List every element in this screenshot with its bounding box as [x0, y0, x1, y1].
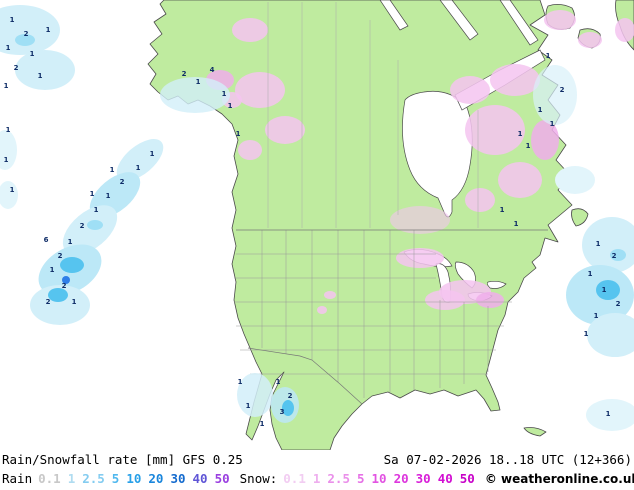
precip-value: 1	[518, 130, 523, 138]
precip-value: 1	[546, 52, 551, 60]
precip-value: 1	[10, 186, 15, 194]
precip-value: 2	[62, 282, 67, 290]
us-state-borders-vertical	[261, 230, 489, 398]
precip-value: 2	[120, 178, 125, 186]
snow-scale-value: 1	[312, 471, 321, 486]
rain-scale-value: 0.1	[38, 471, 61, 486]
precip-value: 2	[24, 30, 29, 38]
precip-value: 2	[288, 392, 293, 400]
snow-label: Snow:	[239, 471, 278, 486]
precip-value: 1	[4, 82, 9, 90]
precip-value: 1	[594, 312, 599, 320]
precip-value: 4	[210, 66, 215, 74]
lake-ontario	[486, 280, 507, 289]
precip-value: 1	[514, 220, 519, 228]
precip-value: 1	[38, 72, 43, 80]
precip-value: 2	[58, 252, 63, 260]
precip-value: 3	[280, 408, 285, 416]
precip-value: 1	[602, 286, 607, 294]
precip-value: 1	[500, 206, 505, 214]
precip-value: 1	[238, 378, 243, 386]
arctic-channel-3	[499, 0, 539, 46]
precip-value: 1	[276, 378, 281, 386]
rain-scale-value: 20	[148, 471, 164, 486]
snow-scale-value: 30	[415, 471, 431, 486]
precip-value: 2	[80, 222, 85, 230]
precip-value: 1	[584, 330, 589, 338]
precip-value: 1	[246, 402, 251, 410]
rain-scale-value: 30	[170, 471, 186, 486]
precip-value: 1	[6, 126, 11, 134]
legend-scale-row: Rain 0.1 1 2.5 5 10 20 30 40 50 Snow: 0.1 1 2.5 5 10…	[2, 469, 634, 489]
precip-value: 1	[94, 206, 99, 214]
precip-value: 1	[538, 106, 543, 114]
legend-title: Rain/Snowfall rate [mm] GFS 0.25	[2, 452, 243, 467]
hudson-bay	[402, 90, 473, 218]
rain-scale-value: 40	[192, 471, 208, 486]
precip-value: 1	[6, 44, 11, 52]
cuba	[523, 427, 547, 437]
rain-label: Rain	[2, 471, 33, 486]
precip-value: 1	[150, 150, 155, 158]
precip-value: 1	[90, 190, 95, 198]
legend-datetime: Sa 07-02-2026 18..18 UTC (12+366)	[383, 452, 632, 467]
precip-value: 1	[4, 156, 9, 164]
us-mexico-border	[247, 347, 363, 405]
snow-scale-value: 10	[371, 471, 387, 486]
newfoundland	[571, 208, 589, 227]
snow-scale: 0.1 1 2.5 5 10 20 30 40 50	[283, 469, 475, 488]
rain-scale-value: 50	[214, 471, 230, 486]
rain-scale-value: 10	[126, 471, 142, 486]
precip-value: 1	[10, 16, 15, 24]
precip-value: 1	[526, 142, 531, 150]
precip-value: 1	[136, 164, 141, 172]
snow-scale-value: 40	[437, 471, 453, 486]
precip-value: 2	[14, 64, 19, 72]
snow-scale-value: 0.1	[283, 471, 306, 486]
precip-value: 6	[44, 236, 49, 244]
arctic-channel-2	[439, 0, 479, 41]
precip-value: 2	[616, 300, 621, 308]
legend-title-row: Rain/Snowfall rate [mm] GFS 0.25 Sa 07-0…	[2, 450, 632, 469]
borders	[234, 2, 548, 405]
precip-value: 1	[72, 298, 77, 306]
rain-areas	[0, 5, 634, 431]
precip-value: 1	[596, 240, 601, 248]
snow-scale-value: 2.5	[327, 471, 350, 486]
precip-value: 2	[46, 298, 51, 306]
precip-value: 1	[228, 102, 233, 110]
precip-value: 1	[106, 192, 111, 200]
precip-value: 1	[196, 78, 201, 86]
arctic-channel-1	[379, 0, 409, 31]
precip-value: 2	[182, 70, 187, 78]
precip-value: 1	[222, 90, 227, 98]
snow-scale-value: 20	[393, 471, 409, 486]
precip-value: 1	[50, 266, 55, 274]
snow-scale-value: 50	[459, 471, 475, 486]
precip-value: 2	[560, 86, 565, 94]
us-state-borders-horizontal	[234, 253, 512, 375]
copyright: © weatheronline.co.uk	[484, 472, 634, 486]
rain-scale: 0.1 1 2.5 5 10 20 30 40 50	[38, 469, 230, 488]
precip-value: 1	[46, 26, 51, 34]
snow-scale-value: 5	[356, 471, 365, 486]
rain-scale-value: 5	[111, 471, 120, 486]
precip-value: 1	[606, 410, 611, 418]
rain-scale-value: 1	[67, 471, 76, 486]
precip-value: 1	[30, 50, 35, 58]
canada-province-borders	[267, 2, 479, 228]
legend-bar: Rain/Snowfall rate [mm] GFS 0.25 Sa 07-0…	[0, 450, 634, 489]
precip-value: 1	[68, 238, 73, 246]
snow-areas	[206, 10, 634, 314]
rain-scale-value: 2.5	[82, 471, 105, 486]
precip-value: 2	[612, 252, 617, 260]
precip-value: 1	[550, 120, 555, 128]
precip-value: 1	[260, 420, 265, 428]
precip-value: 1	[110, 166, 115, 174]
precip-value: 1	[236, 130, 241, 138]
precip-value: 1	[588, 270, 593, 278]
